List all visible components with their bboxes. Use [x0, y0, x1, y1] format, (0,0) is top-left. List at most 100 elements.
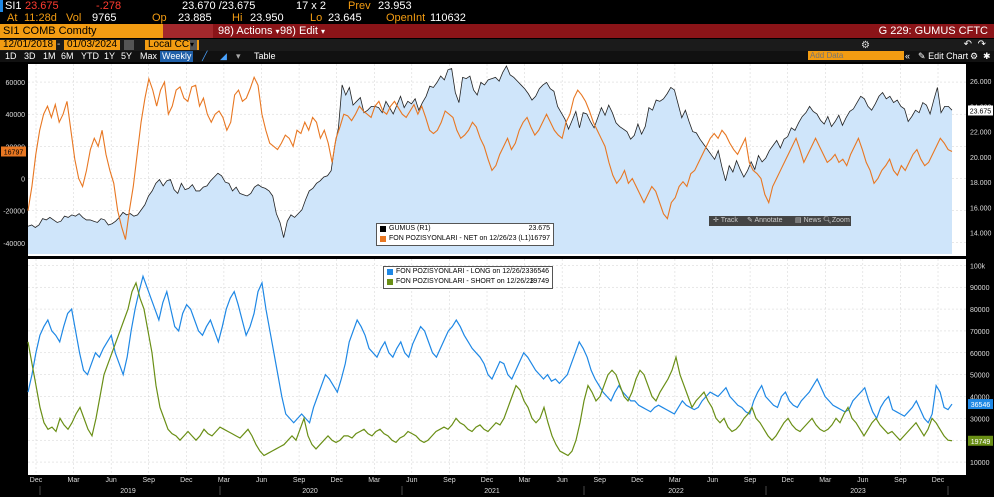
legend-value-short: 19749 — [529, 278, 549, 285]
range-5y[interactable]: 5Y — [121, 51, 133, 61]
lower-right-axis-tick-label: 50000 — [970, 373, 990, 380]
settings-icon-a[interactable]: ⚙ — [861, 40, 870, 51]
net-left-badge-bg — [1, 146, 26, 157]
bid-ask-size: 17 x 2 — [296, 0, 326, 12]
edit-chart-button[interactable]: ✎ Edit Chart — [918, 51, 968, 62]
chart-type-dropdown-icon[interactable]: ▾ — [236, 51, 241, 61]
legend-value-gumus: 23.675 — [528, 225, 550, 232]
currency-dropdown-icon[interactable]: ▾ — [190, 40, 197, 50]
lower-right-axis-tick-label: 10000 — [970, 460, 990, 467]
actions-label: Actions — [236, 25, 273, 37]
x-month-label: Mar — [68, 477, 81, 484]
short-right-badge-bg — [968, 435, 993, 446]
op-value: 23.885 — [178, 12, 212, 24]
security-field[interactable]: SI1 COMB Comdty — [0, 24, 166, 38]
x-month-label: Mar — [819, 477, 832, 484]
zoom-tool[interactable]: 🔍︎Zoom — [823, 217, 850, 224]
legend-name-net: FON POZISYONLARI - NET on 12/26/23 (L1) — [389, 235, 531, 242]
x-month-label: Dec — [30, 477, 43, 484]
net-left-badge: 16797 — [4, 149, 24, 156]
start-date-field[interactable]: 12/01/2018 — [0, 40, 57, 50]
gumus-line — [27, 65, 953, 238]
range-bar: 1D 3D 1M 6M YTD 1Y 5Y Max Weekly ╱ ◢ ▾ T… — [0, 51, 994, 62]
legend-name-gumus: GUMUS (R1) — [389, 225, 431, 232]
actions-menu[interactable]: 98) Actions ▾ — [218, 24, 280, 39]
x-month-label: Jun — [256, 477, 267, 484]
area-chart-icon[interactable]: ◢ — [220, 51, 227, 61]
range-6m[interactable]: 6M — [61, 51, 74, 61]
stats-bar: At 11:28d Vol 9765 Op 23.885 Hi 23.950 L… — [0, 12, 994, 24]
range-3d[interactable]: 3D — [24, 51, 36, 61]
actions-dropdown-icon: ▾ — [275, 27, 280, 36]
axis-labels: 6000040000200000-20000-4000026.00024.000… — [1, 79, 993, 467]
left-axis-tick-label: -40000 — [3, 241, 25, 248]
openint-value: 110632 — [430, 12, 466, 24]
end-date-field[interactable]: 01/03/2024 — [64, 40, 121, 50]
gear-icon[interactable]: ✱ — [983, 51, 991, 61]
x-month-label: Jun — [557, 477, 568, 484]
x-month-label: Dec — [330, 477, 343, 484]
annotate-tool[interactable]: ✎ Annotate — [747, 217, 783, 224]
x-month-label: Jun — [106, 477, 117, 484]
command-bar: SI1 COMB Comdty 98) Actions ▾ 98) Edit ▾… — [0, 24, 994, 38]
x-month-label: Sep — [894, 477, 907, 484]
lo-label: Lo — [310, 12, 323, 24]
redo-icon[interactable]: ↷ — [977, 39, 986, 50]
date-separator: - — [57, 39, 61, 50]
at-label: At — [7, 12, 18, 24]
edit-menu[interactable]: 98) Edit ▾ — [280, 24, 325, 39]
x-month-label: Jun — [707, 477, 718, 484]
price-change: -.278 — [96, 0, 122, 12]
zoom-label: Zoom — [831, 217, 850, 224]
calendar-icon[interactable] — [124, 40, 134, 50]
track-label: Track — [720, 217, 738, 224]
page-title: G 229: GUMUS CFTC — [878, 25, 988, 37]
ticker-symbol[interactable]: SI1 — [5, 0, 22, 12]
range-1m[interactable]: 1M — [43, 51, 56, 61]
range-1y[interactable]: 1Y — [104, 51, 116, 61]
line-chart-icon[interactable]: ╱ — [202, 51, 208, 61]
prev-value: 23.953 — [378, 0, 412, 12]
x-month-label: Sep — [143, 477, 156, 484]
legend-item-short: FON POZISYONLARI - SHORT on 12/26/23 197… — [384, 277, 552, 287]
net-line — [27, 75, 953, 240]
at-time: 11:28d — [24, 12, 57, 24]
collapse-icon[interactable]: « — [905, 51, 911, 61]
chart-canvas[interactable]: 6000040000200000-20000-4000026.00024.000… — [0, 62, 994, 497]
news-tool[interactable]: ▤ News — [795, 217, 822, 224]
add-data-input[interactable] — [808, 51, 904, 60]
lo-value: 23.645 — [328, 12, 362, 24]
gumus-right-badge: 23.675 — [970, 108, 992, 115]
range-ytd[interactable]: YTD — [81, 51, 99, 61]
news-label: News — [803, 217, 822, 224]
x-month-label: Dec — [180, 477, 193, 484]
track-tool[interactable]: ✛ Track — [713, 217, 738, 224]
currency-select[interactable]: Local CCY — [145, 40, 199, 50]
lower-legend: FON POZISYONLARI - LONG on 12/26/23 3654… — [383, 266, 553, 289]
lower-right-axis-tick-label: 40000 — [970, 395, 990, 402]
x-year-label: 2020 — [302, 488, 318, 495]
undo-icon[interactable]: ↶ — [963, 39, 972, 50]
legend-value-long: 36546 — [529, 268, 549, 275]
right-axis-tick-label: 16.000 — [970, 205, 992, 212]
upper-series — [27, 65, 953, 254]
long-line — [27, 274, 953, 424]
x-axis: Dec Mar Jun Sep Dec Mar Jun Sep Dec Mar Jun Sep Dec M… — [30, 477, 949, 495]
lower-right-axis-tick-label: 80000 — [970, 307, 990, 314]
edit-chart-label: Edit Chart — [928, 51, 969, 61]
vol-label: Vol — [66, 12, 82, 24]
legend-value-net: 16797 — [530, 235, 550, 242]
range-1d[interactable]: 1D — [5, 51, 17, 61]
range-max[interactable]: Max — [140, 51, 158, 61]
legend-item-net: FON POZISYONLARI - NET on 12/26/23 (L1) … — [377, 234, 553, 244]
x-month-label: Mar — [368, 477, 381, 484]
table-button[interactable]: Table — [254, 51, 276, 61]
actions-num: 98 — [218, 25, 231, 37]
frequency-select[interactable]: Weekly — [160, 51, 194, 62]
legend-swatch-net — [380, 236, 386, 242]
bid-ask: 23.670 /23.675 — [182, 0, 256, 12]
settings-icon[interactable]: ⚙ — [970, 51, 979, 61]
upper-legend: GUMUS (R1) 23.675 FON POZISYONLARI - NET… — [376, 223, 554, 246]
legend-swatch-gumus — [380, 226, 386, 232]
lower-right-axis-tick-label: 30000 — [970, 416, 990, 423]
